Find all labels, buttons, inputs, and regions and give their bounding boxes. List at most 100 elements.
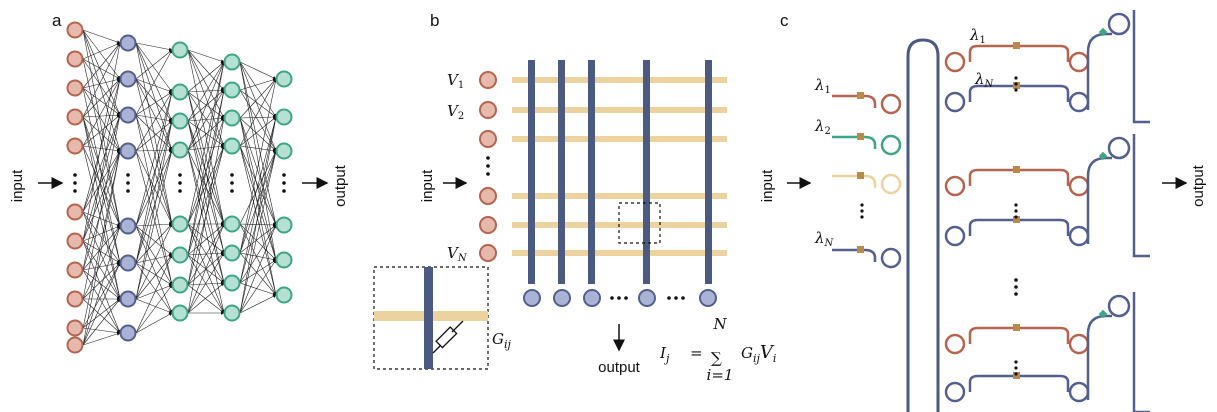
svg-text:GijVi: GijVi <box>741 342 776 365</box>
nn-edge <box>187 223 225 314</box>
nn-edge <box>187 223 225 284</box>
nn-edge <box>187 61 225 122</box>
crossbar-column-wires <box>528 60 712 284</box>
nn-edge <box>135 49 173 116</box>
nn-edge <box>187 144 225 151</box>
nn-edge <box>82 29 121 80</box>
panel-c-output-label: output <box>1190 164 1207 207</box>
nn-node <box>171 83 189 101</box>
row-ellipsis-dot <box>1014 203 1018 207</box>
nn-edge <box>135 149 173 264</box>
microring-left <box>944 175 966 197</box>
nn-edge <box>187 91 225 147</box>
nn-edge <box>135 225 173 256</box>
svg-text:N: N <box>712 315 727 333</box>
nn-edge <box>135 114 173 225</box>
nn-edge <box>82 150 121 242</box>
nn-edge <box>187 117 226 314</box>
microring-right <box>1068 91 1090 113</box>
nn-edge <box>239 116 278 314</box>
nn-edge <box>135 120 174 264</box>
nn-edge <box>187 149 226 314</box>
nn-edge <box>135 78 174 225</box>
nn-node <box>171 141 189 159</box>
input-lambda-2: λ2 <box>814 117 831 137</box>
output-waveguide <box>1086 314 1112 400</box>
nn-edge <box>82 262 121 300</box>
nn-node <box>223 137 241 155</box>
nn-edge <box>135 42 173 52</box>
nn-ellipsis-dot <box>73 173 77 177</box>
nn-node <box>66 203 84 221</box>
svg-text:∑: ∑ <box>711 349 722 367</box>
nn-edge <box>135 312 173 334</box>
nn-edge <box>187 49 225 119</box>
nn-edge <box>239 115 277 119</box>
nn-edge <box>187 145 225 256</box>
nn-edge <box>82 113 121 118</box>
heater <box>1013 216 1020 223</box>
nn-edge <box>82 150 121 213</box>
nn-node <box>66 21 84 39</box>
nn-edge <box>135 253 173 264</box>
nn-edge <box>239 224 277 254</box>
nn-edge <box>239 78 277 119</box>
nn-edge <box>135 298 173 314</box>
nn-node <box>171 41 189 59</box>
neural-network-nodes <box>66 21 293 354</box>
nn-node <box>66 319 84 337</box>
nn-edge <box>239 150 277 284</box>
input-lambda-n: λN <box>814 229 835 249</box>
row-ellipsis-dot <box>1014 215 1018 219</box>
nn-ellipsis-dot <box>178 173 182 177</box>
nn-edge <box>239 116 277 147</box>
panel-b-output-label: output <box>598 359 641 376</box>
output-microring <box>1107 294 1131 318</box>
nn-edge <box>187 120 225 147</box>
nn-node <box>275 108 293 126</box>
nn-edge <box>239 259 277 314</box>
nn-edge <box>82 150 121 271</box>
nn-node <box>119 324 137 342</box>
row-ellipsis-dot <box>1014 82 1018 86</box>
output-microring <box>1107 12 1131 36</box>
svg-text:i=1: i=1 <box>707 366 734 384</box>
microring-right <box>1068 175 1090 197</box>
heater <box>1013 166 1020 173</box>
nn-edge <box>239 61 278 261</box>
nn-edge <box>135 284 173 300</box>
block-ellipsis <box>1014 278 1018 296</box>
nn-node <box>275 251 293 269</box>
nn-edge <box>239 116 277 254</box>
nn-edge <box>135 114 174 286</box>
nn-node <box>119 217 137 235</box>
nn-edge <box>187 282 225 314</box>
nn-edge <box>187 281 225 286</box>
nn-ellipsis-dot <box>126 173 130 177</box>
nn-edge <box>135 49 173 80</box>
nn-node <box>66 336 84 354</box>
nn-edge <box>135 91 174 264</box>
nn-edge <box>135 120 173 227</box>
nn-node <box>119 106 137 124</box>
nn-node <box>171 304 189 322</box>
nn-edge <box>135 91 173 116</box>
panel-c: c input λ1 λ2 λN <box>759 10 1207 412</box>
microring-left <box>944 91 966 113</box>
nn-edge <box>82 114 121 213</box>
nn-edge <box>187 49 225 91</box>
nn-node <box>171 276 189 294</box>
nn-edge <box>82 327 121 335</box>
nn-edge <box>239 223 277 227</box>
nn-edge <box>82 42 121 118</box>
nn-edge <box>239 150 278 314</box>
nn-edge <box>82 87 121 152</box>
nn-edge <box>239 117 278 261</box>
nn-node <box>66 50 84 68</box>
nn-edge <box>82 211 121 227</box>
nn-node <box>275 286 293 304</box>
nn-edge <box>82 114 122 300</box>
nn-edge <box>135 223 173 300</box>
nn-edge <box>82 42 121 60</box>
nn-edge <box>82 78 121 147</box>
